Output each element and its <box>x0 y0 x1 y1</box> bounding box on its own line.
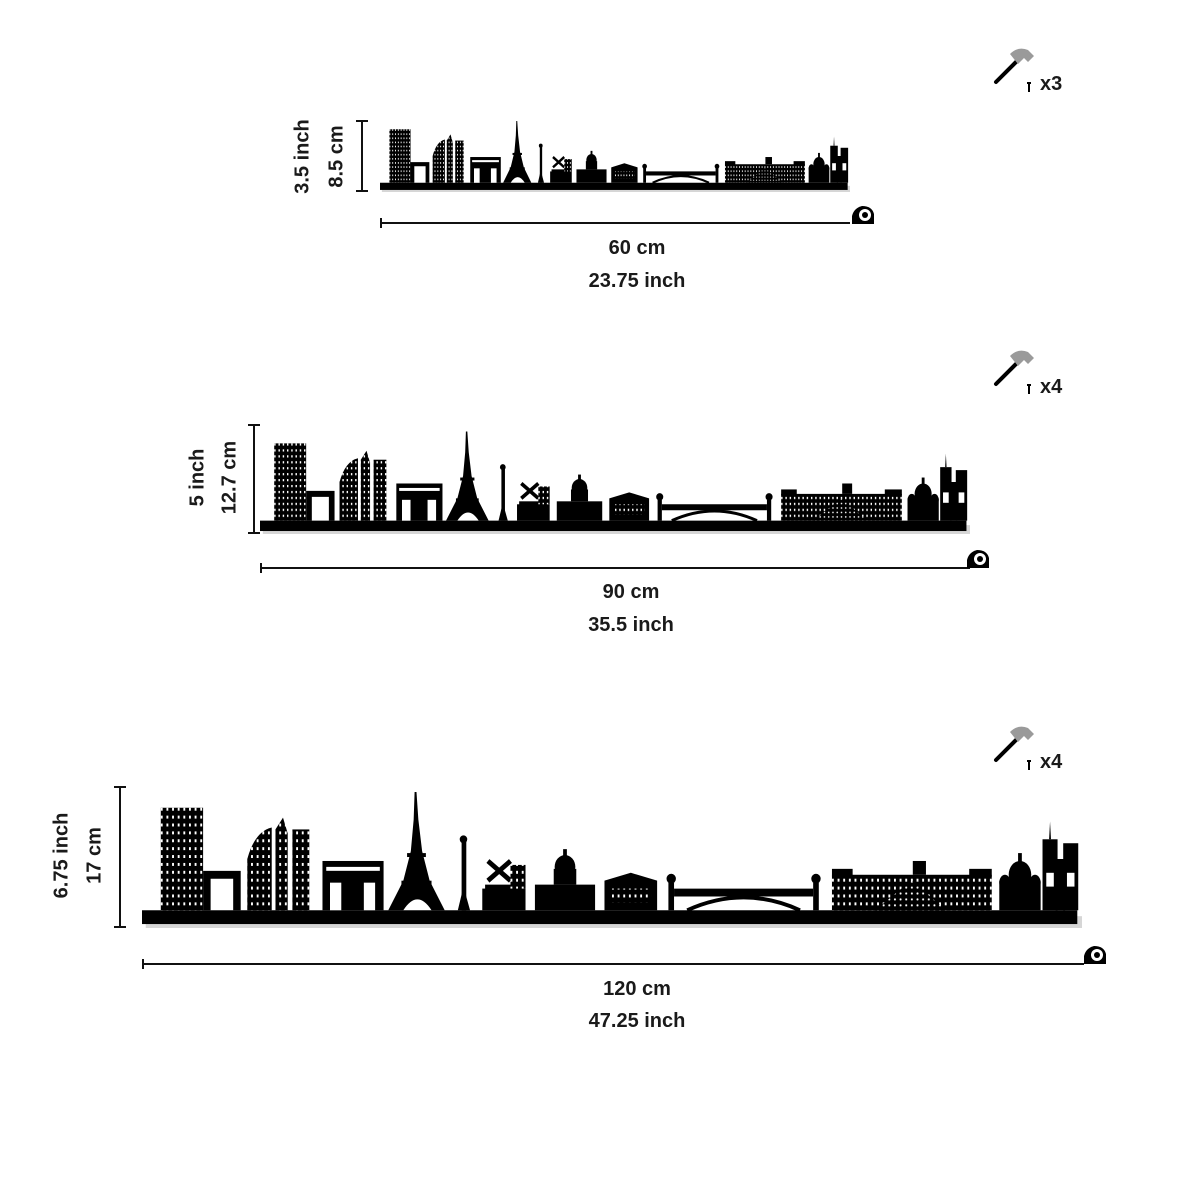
height-inch-label: 6.75 inch <box>50 812 73 899</box>
nail-count: x3 <box>1040 73 1063 95</box>
tape-measure-icon <box>852 206 874 224</box>
nail-count: x4 <box>1040 376 1063 398</box>
paris-skyline-large <box>142 790 1082 928</box>
height-cm-label: 8.5 cm <box>325 125 348 188</box>
height-cm-label: 17 cm <box>83 827 106 884</box>
width-cm-label: 90 cm <box>602 581 660 603</box>
hammer-icon <box>994 46 1036 92</box>
nail-count: x4 <box>1040 751 1063 773</box>
width-dimension-line <box>380 218 850 228</box>
width-dimension-line <box>260 563 970 573</box>
width-inch-label: 47.25 inch <box>588 1010 686 1032</box>
hammer-icon <box>994 724 1036 770</box>
width-inch-label: 23.75 inch <box>588 270 686 292</box>
width-cm-label: 120 cm <box>603 978 671 1000</box>
hammer-icon <box>994 348 1036 394</box>
height-inch-label: 3.5 inch <box>291 119 314 194</box>
width-dimension-line <box>142 959 1084 969</box>
tape-measure-icon <box>1084 946 1106 964</box>
width-cm-label: 60 cm <box>608 237 666 259</box>
height-cm-label: 12.7 cm <box>218 440 241 515</box>
height-dimension-line <box>356 120 368 192</box>
paris-skyline-small <box>378 119 852 194</box>
height-inch-label: 5 inch <box>186 448 209 507</box>
height-dimension-line <box>248 424 260 534</box>
paris-skyline-medium <box>258 429 972 536</box>
tape-measure-icon <box>967 550 989 568</box>
height-dimension-line <box>114 786 126 928</box>
width-inch-label: 35.5 inch <box>588 614 674 636</box>
